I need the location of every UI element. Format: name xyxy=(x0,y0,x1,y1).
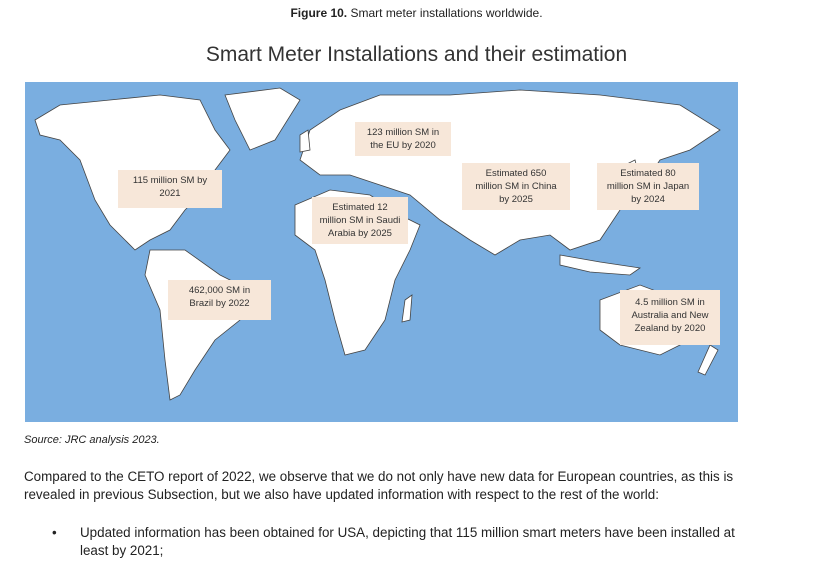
label-usa: 115 million SM by 2021 xyxy=(118,170,222,208)
uk xyxy=(299,129,311,153)
label-eu: 123 million SM in the EU by 2020 xyxy=(355,122,451,156)
greenland xyxy=(224,87,301,151)
world-map: 123 million SM in the EU by 2020 115 mill… xyxy=(25,82,738,422)
label-line: Brazil by 2022 xyxy=(189,298,250,309)
label-japan: Estimated 80 million SM in Japan by 2024 xyxy=(597,163,699,210)
label-line: the EU by 2020 xyxy=(370,140,436,151)
label-line: 2021 xyxy=(159,188,181,199)
label-line: 462,000 SM in xyxy=(188,285,251,296)
label-line: by 2025 xyxy=(499,194,533,205)
indonesia xyxy=(559,254,642,276)
label-line: Estimated 12 xyxy=(332,202,388,213)
figure-caption: Figure 10. Smart meter installations wor… xyxy=(0,6,833,20)
body-paragraph: Compared to the CETO report of 2022, we … xyxy=(24,469,734,502)
bullet-item: • Updated information has been obtained f… xyxy=(52,524,745,560)
south-america xyxy=(144,249,251,401)
figure-caption-text: Smart meter installations worldwide. xyxy=(347,6,543,20)
label-line: million SM in Saudi xyxy=(319,215,401,226)
label-australia: 4.5 million SM in Australia and New Zealan… xyxy=(620,290,720,345)
label-line: Zealand by 2020 xyxy=(634,323,706,334)
source-note: Source: JRC analysis 2023. xyxy=(24,434,160,446)
label-line: 4.5 million SM in xyxy=(635,297,705,308)
label-china: Estimated 650 million SM in China by 2025 xyxy=(462,163,570,210)
map-title: Smart Meter Installations and their esti… xyxy=(205,43,628,66)
label-line: Arabia by 2025 xyxy=(328,228,392,239)
label-line: million SM in Japan xyxy=(606,181,690,192)
label-line: 115 million SM by xyxy=(132,175,208,186)
madagascar xyxy=(401,294,413,323)
label-saudi-arabia: Estimated 12 million SM in Saudi Arabia by… xyxy=(312,197,408,244)
label-brazil: 462,000 SM in Brazil by 2022 xyxy=(168,280,271,320)
bullet-icon: • xyxy=(52,525,57,540)
label-line: by 2024 xyxy=(631,194,665,205)
label-line: Estimated 80 xyxy=(620,168,676,179)
label-line: million SM in China xyxy=(475,181,557,192)
new-zealand xyxy=(697,344,719,376)
label-line: 123 million SM in xyxy=(366,127,440,138)
label-line: Estimated 650 xyxy=(485,168,547,179)
label-line: Australia and New xyxy=(631,310,709,321)
figure-label: Figure 10. xyxy=(290,6,348,20)
bullet-text: Updated information has been obtained fo… xyxy=(80,525,735,558)
